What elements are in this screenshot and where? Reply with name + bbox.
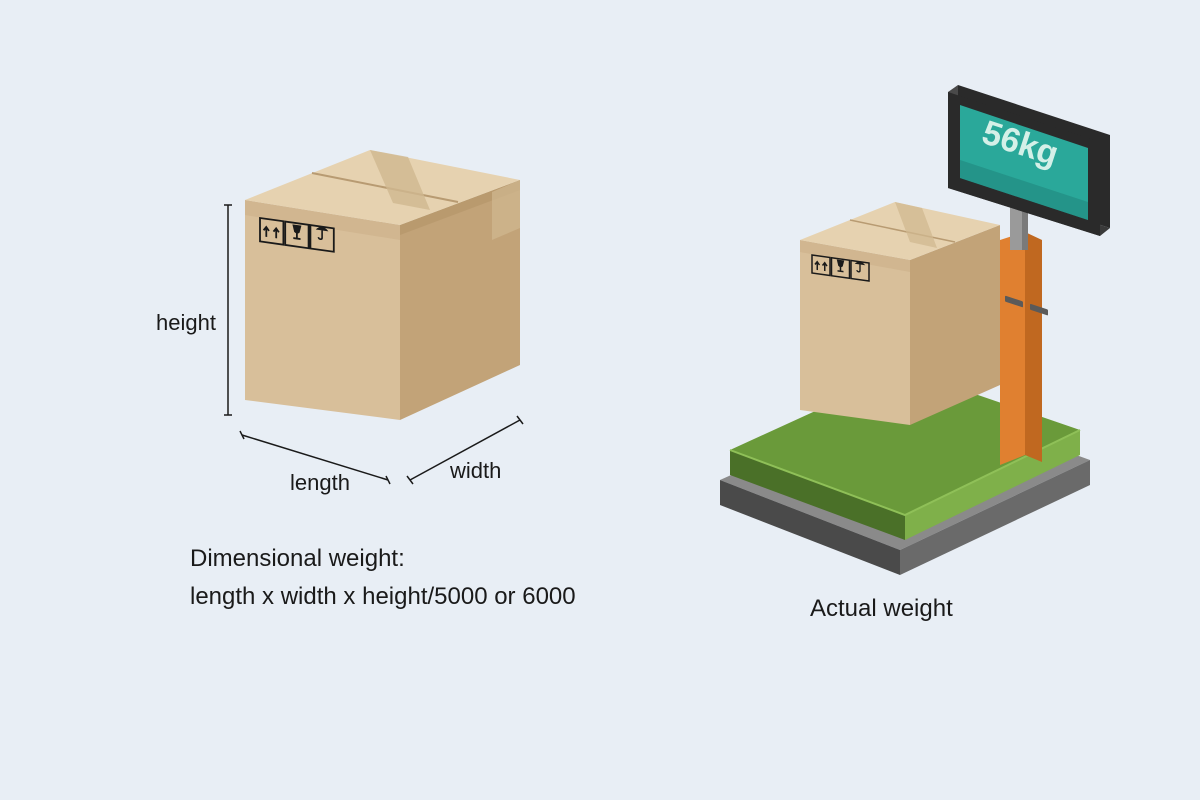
caption-formula: length x width x height/5000 or 6000	[190, 578, 650, 616]
caption-title: Dimensional weight:	[190, 540, 650, 578]
height-label: height	[156, 310, 216, 336]
dimensional-weight-panel: height length width Dimensional weight: …	[120, 140, 570, 525]
dimensional-weight-caption: Dimensional weight: length x width x hei…	[190, 540, 650, 617]
width-label: width	[450, 458, 501, 484]
scale-illustration: 56kg	[680, 60, 1130, 620]
box-on-scale-icon	[800, 202, 1000, 425]
actual-weight-caption: Actual weight	[810, 590, 953, 628]
length-label: length	[290, 470, 350, 496]
actual-weight-panel: 56kg	[680, 60, 1130, 625]
cardboard-box-icon	[245, 150, 520, 420]
infographic-container: height length width Dimensional weight: …	[0, 0, 1200, 800]
